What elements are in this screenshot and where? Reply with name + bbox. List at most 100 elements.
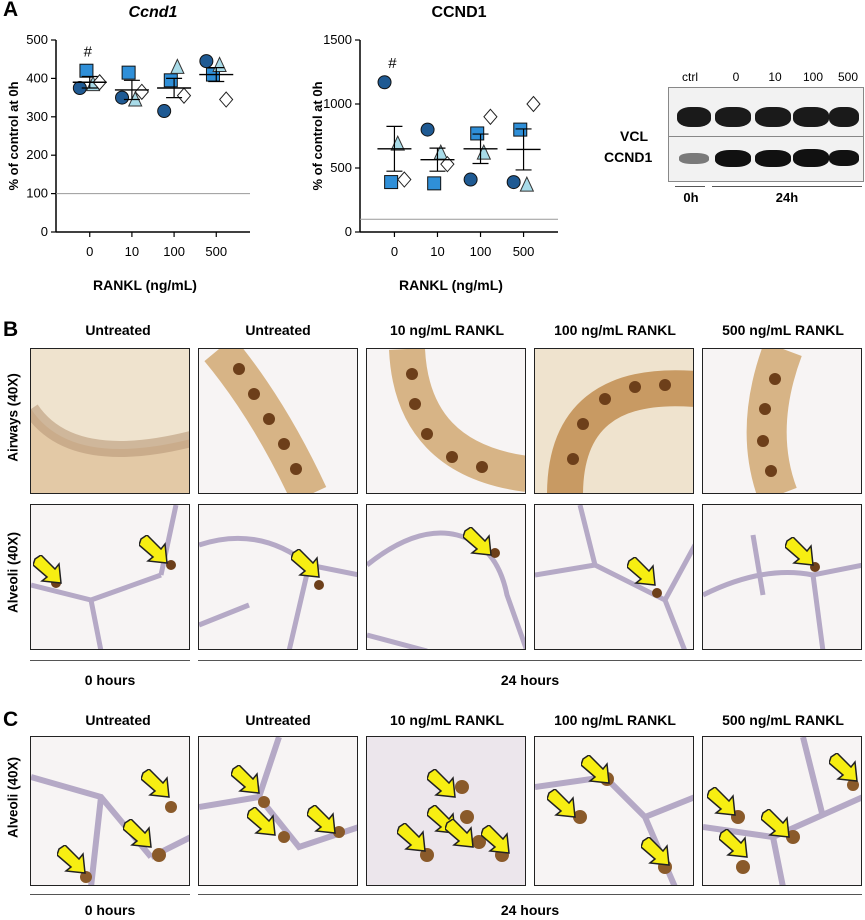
- marker-triangle: [212, 56, 227, 72]
- panel-b-col-title: Untreated: [85, 322, 151, 338]
- arrow-icon: [57, 845, 86, 874]
- marker-diamond: [218, 91, 234, 108]
- marker-circle: [506, 175, 521, 190]
- marker-triangle: [390, 134, 406, 151]
- marker-circle: [115, 90, 130, 105]
- lane-label-ctrl: ctrl: [682, 70, 698, 84]
- marker-square: [163, 73, 178, 88]
- y-tick-label: 0: [345, 224, 352, 239]
- panel-c-0h-label: 0 hours: [84, 902, 136, 918]
- band: [715, 150, 751, 167]
- y-tick-label: 200: [26, 147, 48, 162]
- lane-label-10: 10: [768, 70, 782, 84]
- y-tick-label: 500: [26, 32, 48, 47]
- arrow-icon: [627, 557, 656, 586]
- panel-c-col-title: 100 ng/mL RANKL: [554, 712, 676, 728]
- panel-c-col-title: Untreated: [245, 712, 311, 728]
- marker-diamond: [526, 95, 541, 113]
- panel-b-row-label-airways: Airways (40X): [5, 373, 21, 462]
- band: [715, 107, 751, 127]
- arrow-icon: [641, 837, 670, 866]
- x-tick-label: 500: [205, 244, 227, 259]
- marker-triangle: [170, 58, 185, 74]
- panel-c-col-title: 10 ng/mL RANKL: [389, 712, 505, 728]
- band: [755, 150, 791, 167]
- arrow-icon: [139, 535, 168, 564]
- x-tick-label: 100: [163, 244, 185, 259]
- micrograph-c-24h-10: [366, 736, 526, 886]
- arrow-icon: [785, 537, 814, 566]
- panel-label-b: B: [3, 318, 19, 341]
- micrograph-alveoli-24h-10: [366, 504, 526, 650]
- panel-c-row-label-alveoli: Alveoli (40X): [5, 756, 21, 839]
- arrow-icon: [829, 753, 858, 782]
- arrow-icon: [307, 805, 336, 834]
- blot-0h-label: 0h: [683, 190, 699, 205]
- blot-row-vcl: VCL: [620, 128, 648, 144]
- x-axis-label: RANKL (ng/mL): [399, 277, 503, 293]
- arrow-icon: [123, 819, 152, 848]
- marker-circle: [377, 75, 392, 90]
- arrow-icon: [33, 555, 62, 584]
- y-axis-label: % of control at 0h: [310, 81, 325, 190]
- micrograph-alveoli-24h-500: [702, 504, 862, 650]
- marker-triangle: [433, 143, 449, 160]
- arrow-icon: [231, 765, 260, 794]
- marker-triangle: [519, 175, 535, 192]
- arrow-icon: [719, 829, 748, 858]
- y-tick-label: 500: [330, 160, 352, 175]
- band: [679, 153, 709, 164]
- micrograph-airway-24h-100: [534, 348, 694, 494]
- x-tick-label: 100: [470, 244, 492, 259]
- chart-title: CCND1: [431, 4, 486, 21]
- arrow-icon: [581, 755, 610, 784]
- panel-b-col-title: 10 ng/mL RANKL: [389, 322, 505, 338]
- micrograph-c-0h-untreated: [30, 736, 190, 886]
- x-tick-label: 0: [86, 244, 93, 259]
- panel-b-0h-line: [30, 660, 190, 661]
- blot-24h-line: [712, 186, 862, 187]
- panel-c-24h-label: 24 hours: [500, 902, 560, 918]
- marker-circle: [157, 104, 172, 119]
- micrograph-alveoli-24h-100: [534, 504, 694, 650]
- significance-marker: #: [388, 55, 397, 72]
- panel-b-col-title: Untreated: [245, 322, 311, 338]
- micrograph-c-24h-500: [702, 736, 862, 886]
- marker-square: [427, 176, 442, 191]
- significance-marker: #: [84, 44, 93, 61]
- arrow-icon: [761, 809, 790, 838]
- arrow-icon: [397, 823, 426, 852]
- band: [829, 150, 859, 166]
- y-tick-label: 1000: [323, 96, 352, 111]
- x-tick-label: 0: [391, 244, 398, 259]
- y-tick-label: 0: [41, 224, 48, 239]
- marker-square: [470, 126, 485, 141]
- micrograph-c-24h-untreated: [198, 736, 358, 886]
- x-tick-label: 500: [513, 244, 535, 259]
- panel-c-col-title: Untreated: [85, 712, 151, 728]
- lane-label-0: 0: [732, 70, 740, 84]
- y-tick-label: 100: [26, 186, 48, 201]
- panel-b-col-title: 500 ng/mL RANKL: [722, 322, 844, 338]
- marker-diamond: [440, 155, 455, 173]
- panel-b-24h-label: 24 hours: [500, 672, 560, 688]
- marker-square: [513, 122, 528, 137]
- panel-b-0h-label: 0 hours: [84, 672, 136, 688]
- lane-label-100: 100: [802, 70, 824, 84]
- micrograph-alveoli-0h-untreated: [30, 504, 190, 650]
- x-tick-label: 10: [125, 244, 139, 259]
- ccnd1-mrna-chart: Ccnd1 0 100 200 300 400 500 0 10 100 500 RANKL (ng/…: [6, 4, 250, 293]
- chart-title: Ccnd1: [129, 4, 178, 21]
- arrow-icon: [291, 549, 320, 578]
- marker-square: [384, 175, 399, 190]
- micrograph-alveoli-24h-untreated: [198, 504, 358, 650]
- y-tick-label: 1500: [323, 32, 352, 47]
- ccnd1-protein-chart: CCND1 0 500 1000 1500 0 10 100 500 RANKL (ng/mL)%…: [310, 4, 558, 293]
- micrograph-airway-24h-10: [366, 348, 526, 494]
- y-axis-label: % of control at 0h: [6, 81, 21, 190]
- blot-24h-label: 24h: [775, 190, 799, 205]
- arrow-icon: [463, 527, 492, 556]
- band: [829, 107, 859, 127]
- arrow-icon: [247, 807, 276, 836]
- micrograph-c-24h-100: [534, 736, 694, 886]
